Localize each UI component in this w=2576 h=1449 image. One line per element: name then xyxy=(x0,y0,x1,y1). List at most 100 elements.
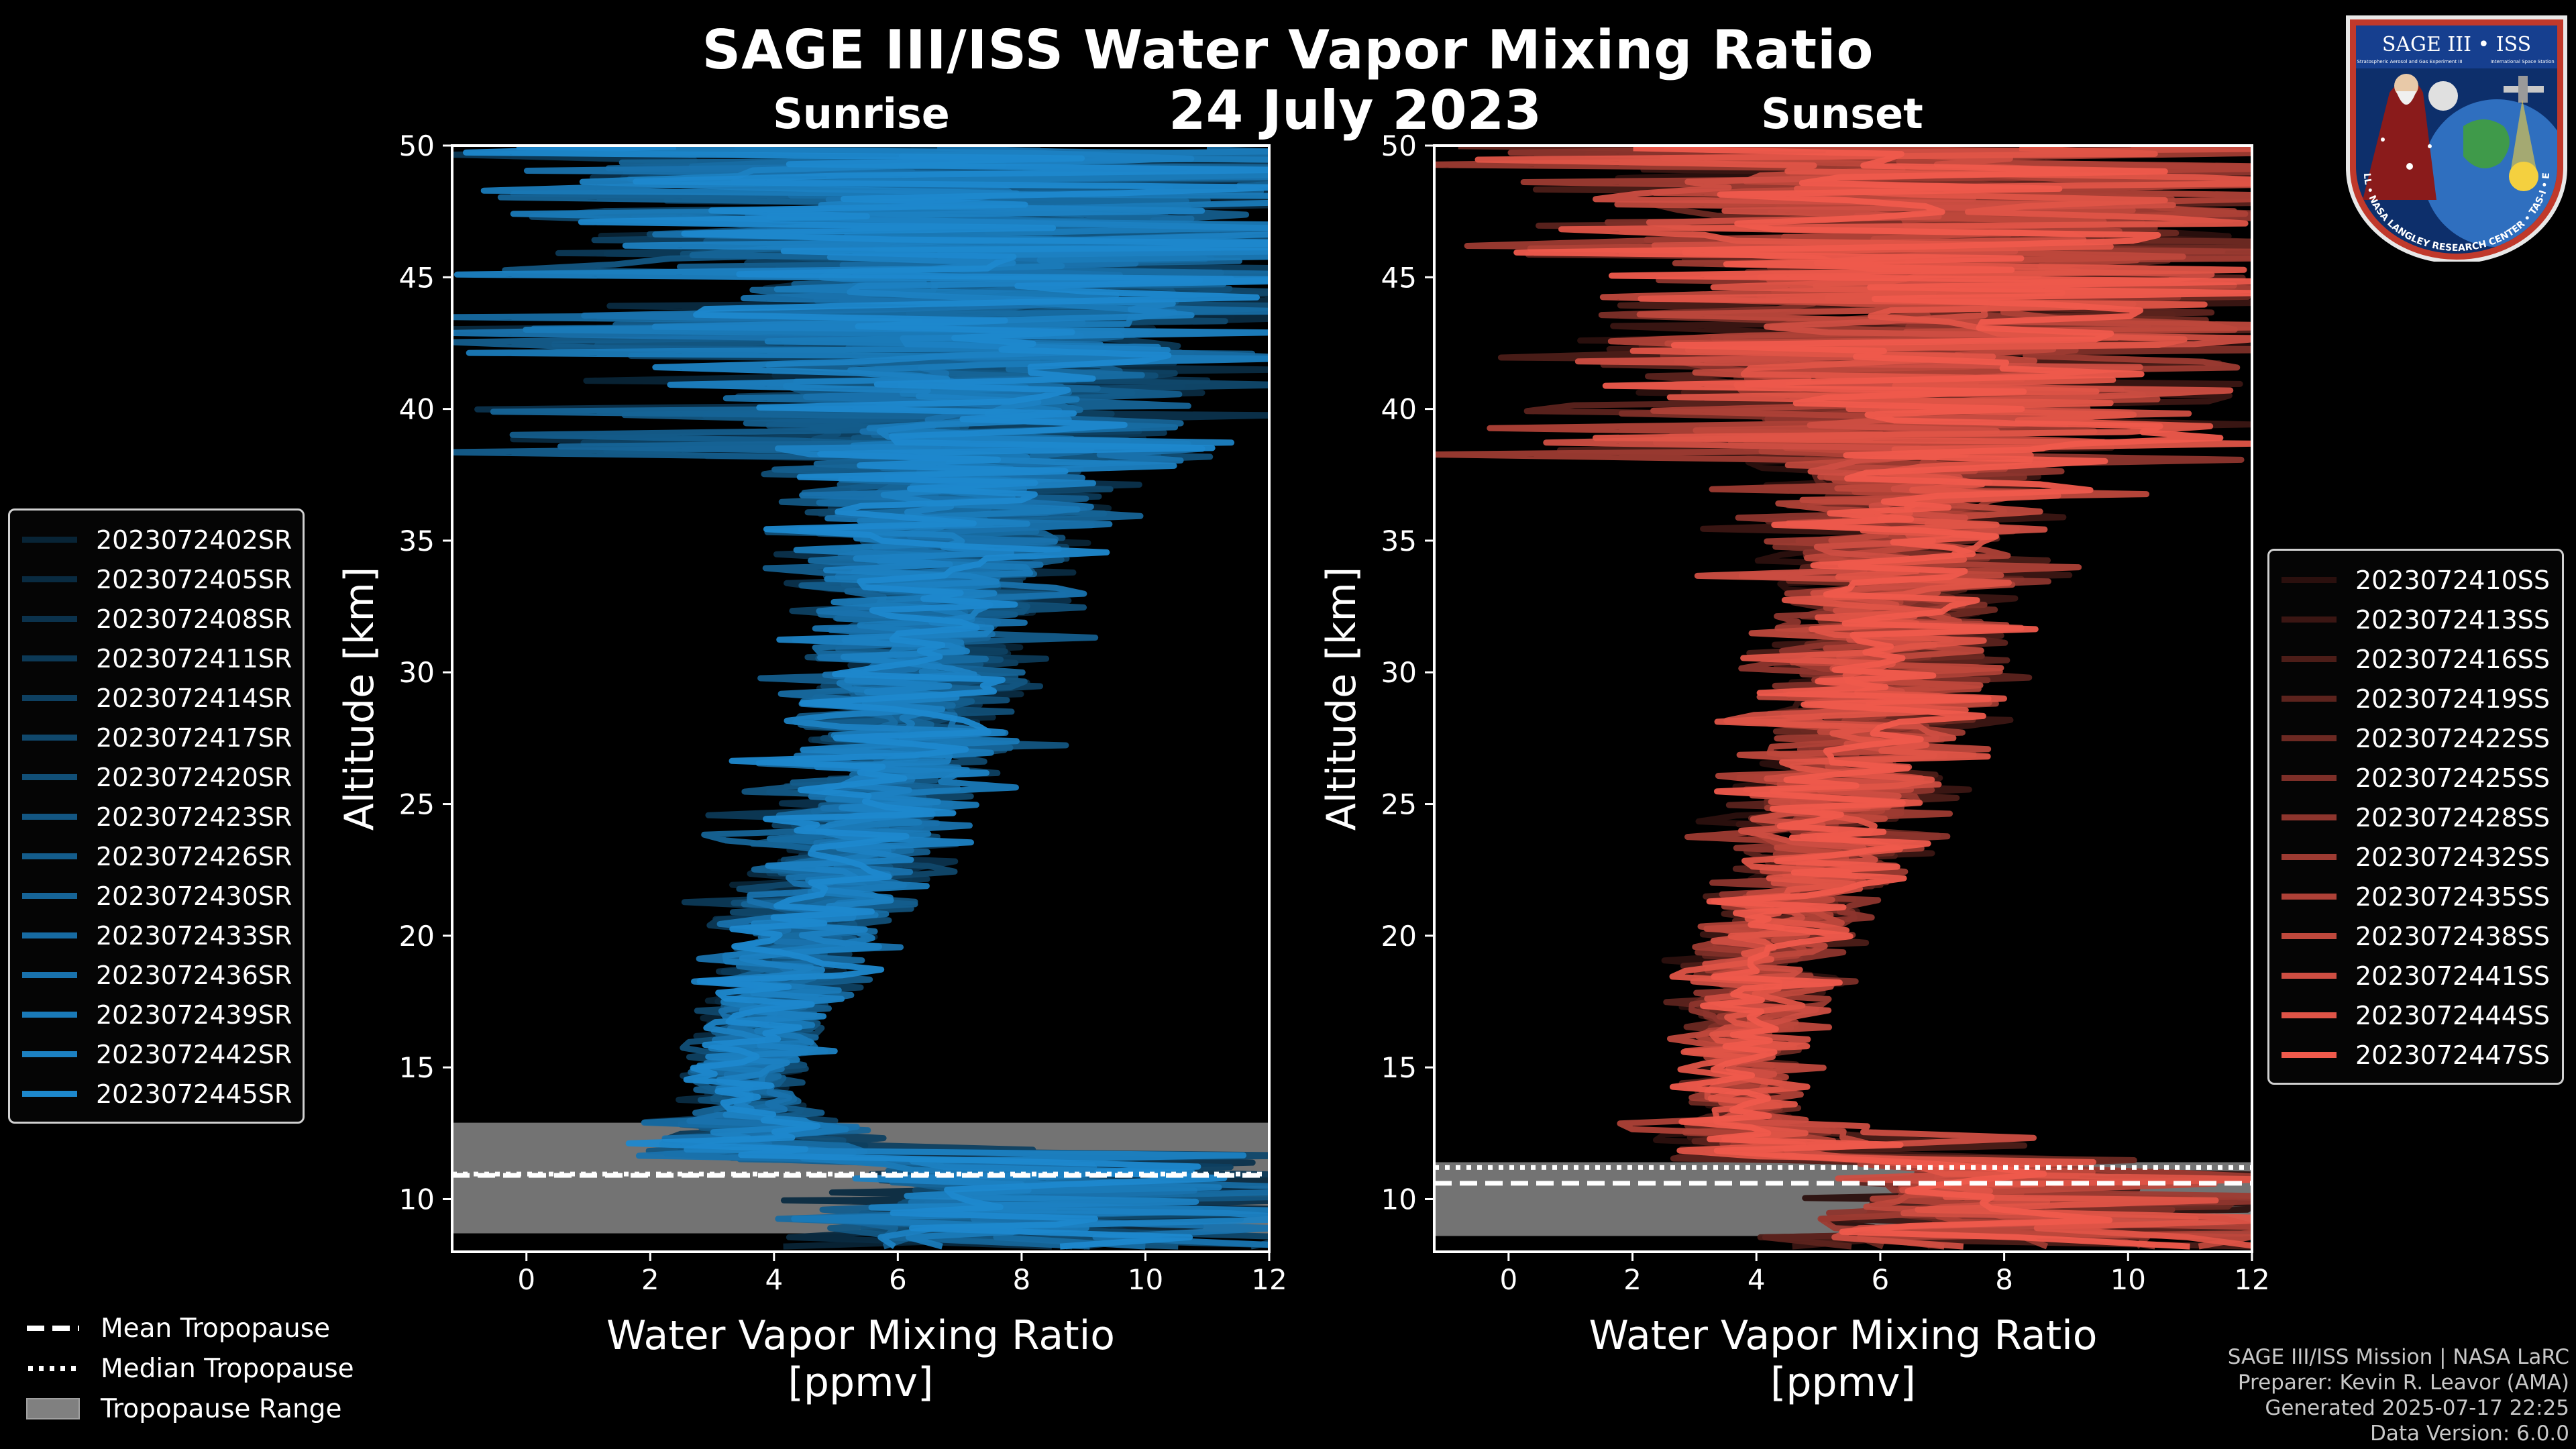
legend-entry-2023072435SS: 2023072435SS xyxy=(2282,877,2550,916)
legend-swatch xyxy=(22,616,77,622)
legend-swatch xyxy=(22,853,77,859)
x-axis-unit: [ppmv] xyxy=(788,1359,934,1406)
legend-tropopause-range: Tropopause Range xyxy=(25,1389,354,1429)
legend-swatch xyxy=(22,1051,77,1057)
legend-entry-2023072428SS: 2023072428SS xyxy=(2282,798,2550,837)
x-tick-label: 10 xyxy=(2110,1263,2146,1296)
legend-swatch xyxy=(2282,735,2337,741)
y-axis-label: Altitude [km] xyxy=(1318,567,1365,831)
legend-label: 2023072426SR xyxy=(96,841,292,871)
logo-sub-left: Stratospheric Aerosol and Gas Experiment… xyxy=(2357,59,2462,64)
sunset-plot: 0 2 4 6 8 10 12 10 15 20 25 30 35 40 45 50 Water Vapor M… xyxy=(1318,129,2270,1406)
x-axis-label: Water Vapor Mixing Ratio xyxy=(606,1312,1115,1359)
legend-entry-2023072414SR: 2023072414SR xyxy=(22,678,292,718)
legend-label: 2023072425SS xyxy=(2355,763,2551,793)
x-axis-label: Water Vapor Mixing Ratio xyxy=(1589,1312,2098,1359)
y-tick-label: 25 xyxy=(399,788,435,821)
legend-entry-2023072441SS: 2023072441SS xyxy=(2282,956,2550,996)
legend-label: 2023072433SR xyxy=(96,920,292,951)
y-tick-label: 25 xyxy=(1381,788,1417,821)
y-tick-label: 20 xyxy=(399,920,435,953)
legend-swatch xyxy=(2282,933,2337,939)
legend-label: 2023072436SR xyxy=(96,960,292,990)
plot-area xyxy=(452,146,1269,1250)
legend-label: 2023072432SS xyxy=(2355,842,2551,872)
x-tick-label: 4 xyxy=(1748,1263,1766,1296)
sunset-panel-title: Sunset xyxy=(1761,89,1923,138)
sunset-legend: 2023072410SS 2023072413SS 2023072416SS 2023… xyxy=(2267,549,2564,1085)
legend-label: 2023072416SS xyxy=(2355,644,2551,674)
y-tick-label: 40 xyxy=(399,393,435,426)
legend-swatch xyxy=(2282,656,2337,662)
legend-swatch xyxy=(22,1012,77,1018)
y-tick-label: 50 xyxy=(399,129,435,162)
y-tick-label: 10 xyxy=(1381,1183,1417,1216)
legend-swatch xyxy=(22,537,77,543)
legend-entry-2023072425SS: 2023072425SS xyxy=(2282,758,2550,798)
legend-label: 2023072423SR xyxy=(96,802,292,832)
x-tick-label: 2 xyxy=(1623,1263,1642,1296)
footer-generated: Generated 2025-07-17 22:25 xyxy=(2265,1396,2569,1420)
y-tick-label: 45 xyxy=(399,261,435,294)
legend-label: 2023072447SS xyxy=(2355,1040,2551,1070)
legend-swatch xyxy=(2282,1012,2337,1018)
legend-label: 2023072408SR xyxy=(96,604,292,634)
x-tick-label: 6 xyxy=(1872,1263,1890,1296)
legend-label: 2023072428SS xyxy=(2355,802,2551,833)
legend-entry-2023072419SS: 2023072419SS xyxy=(2282,679,2550,718)
legend-entry-2023072445SR: 2023072445SR xyxy=(22,1074,292,1114)
legend-swatch xyxy=(22,735,77,741)
legend-label: 2023072414SR xyxy=(96,683,292,713)
x-tick-label: 12 xyxy=(2234,1263,2269,1296)
y-tick-label: 45 xyxy=(1381,261,1417,294)
legend-entry-2023072426SR: 2023072426SR xyxy=(22,837,292,876)
legend-label: 2023072444SS xyxy=(2355,1000,2551,1030)
legend-swatch xyxy=(2282,894,2337,900)
legend-swatch xyxy=(22,932,77,938)
y-tick-label: 20 xyxy=(1381,920,1417,953)
legend-entry-2023072433SR: 2023072433SR xyxy=(22,916,292,955)
sunrise-plot: 0 2 4 6 8 10 12 10 15 20 25 30 35 40 45 50 Water Vapor M… xyxy=(336,129,1287,1406)
legend-entry-2023072408SR: 2023072408SR xyxy=(22,599,292,639)
legend-label: 2023072411SR xyxy=(96,643,292,674)
legend-label: 2023072439SR xyxy=(96,1000,292,1030)
legend-entry-2023072430SR: 2023072430SR xyxy=(22,876,292,916)
legend-label: 2023072441SS xyxy=(2355,961,2551,991)
legend-entry-2023072444SS: 2023072444SS xyxy=(2282,996,2550,1035)
legend-entry-2023072405SR: 2023072405SR xyxy=(22,559,292,599)
sunrise-panel-title: Sunrise xyxy=(773,89,950,138)
legend-label: 2023072445SR xyxy=(96,1079,292,1109)
legend-entry-2023072447SS: 2023072447SS xyxy=(2282,1035,2550,1075)
legend-swatch xyxy=(22,893,77,899)
legend-swatch xyxy=(22,814,77,820)
legend-swatch xyxy=(2282,775,2337,781)
legend-label: 2023072420SR xyxy=(96,762,292,792)
legend-label: 2023072430SR xyxy=(96,881,292,911)
legend-label: 2023072419SS xyxy=(2355,684,2551,714)
legend-swatch xyxy=(2282,854,2337,860)
y-tick-label: 15 xyxy=(1381,1051,1417,1084)
legend-swatch xyxy=(2282,814,2337,820)
x-tick-label: 8 xyxy=(1995,1263,2013,1296)
legend-entry-2023072413SS: 2023072413SS xyxy=(2282,600,2550,639)
legend-swatch xyxy=(2282,577,2337,583)
legend-median-tropopause: Median Tropopause xyxy=(25,1348,354,1389)
legend-entry-2023072439SR: 2023072439SR xyxy=(22,995,292,1034)
x-tick-label: 8 xyxy=(1013,1263,1031,1296)
legend-label: 2023072402SR xyxy=(96,525,292,555)
legend-label: 2023072422SS xyxy=(2355,723,2551,753)
legend-entry-2023072442SR: 2023072442SR xyxy=(22,1034,292,1074)
legend-mean-label: Mean Tropopause xyxy=(101,1313,331,1344)
legend-swatch xyxy=(22,695,77,701)
plot-area xyxy=(1434,146,2252,1250)
footer-credits: SAGE III/ISS Mission | NASA LaRC Prepare… xyxy=(1831,1344,2569,1446)
series-line-2023072447SS xyxy=(1513,146,2252,1250)
legend-entry-2023072410SS: 2023072410SS xyxy=(2282,560,2550,600)
logo-sub-right: International Space Station xyxy=(2490,59,2554,64)
series-line-2023072445SR xyxy=(463,146,1269,1250)
legend-label: 2023072435SS xyxy=(2355,881,2551,912)
y-axis-label: Altitude [km] xyxy=(336,567,383,831)
legend-label: 2023072410SS xyxy=(2355,565,2551,595)
legend-swatch xyxy=(22,576,77,582)
